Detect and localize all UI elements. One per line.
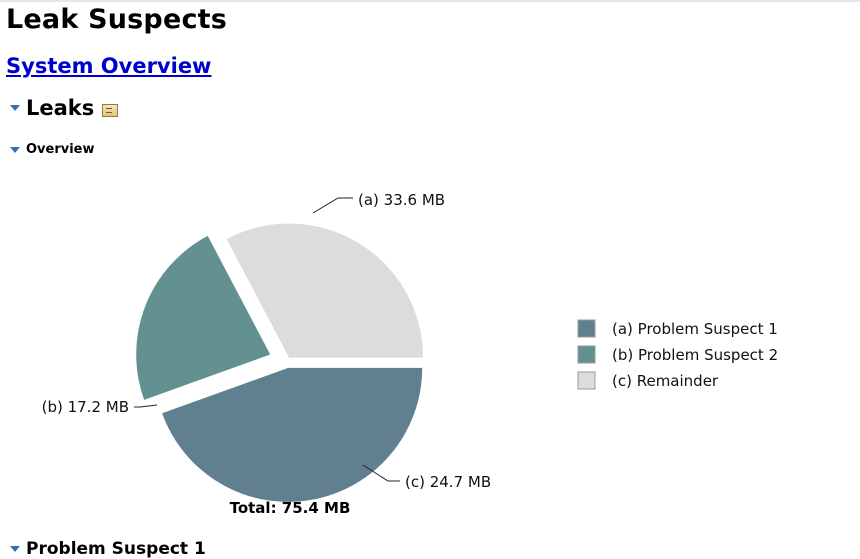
problem-suspect-section-title: Problem Suspect 1 (26, 539, 206, 559)
pie-group: (a) 33.6 MB (b) 17.2 MB (c) 24.7 MB (42, 191, 491, 502)
page-title: Leak Suspects (6, 4, 228, 35)
leaks-section-header[interactable]: Leaks (10, 96, 119, 120)
legend-swatch (577, 345, 596, 364)
pie-slice-c[interactable] (226, 223, 424, 358)
problem-suspect-section-header[interactable]: Problem Suspect 1 (10, 539, 206, 559)
legend-swatch (577, 371, 596, 390)
triangle-down-icon[interactable] (10, 146, 20, 153)
details-icon[interactable] (102, 103, 119, 117)
slice-leader-line (312, 197, 353, 214)
system-overview-link[interactable]: System Overview (6, 54, 212, 78)
triangle-down-icon[interactable] (10, 105, 20, 111)
legend-entry-label: (b) Problem Suspect 2 (612, 346, 778, 364)
slice-data-label: (a) 33.6 MB (358, 191, 445, 209)
slice-data-label: (c) 24.7 MB (405, 473, 491, 491)
slice-leader-line (362, 464, 400, 482)
legend-swatch (577, 319, 596, 338)
legend-entry-label: (a) Problem Suspect 1 (612, 320, 778, 338)
slice-data-label: (b) 17.2 MB (42, 398, 129, 416)
triangle-down-icon[interactable] (10, 546, 20, 552)
slice-leader-line (134, 404, 158, 408)
total-label: Total: 75.4 MB (230, 499, 351, 517)
legend-entry-label: (c) Remainder (612, 372, 719, 390)
overview-section-header[interactable]: Overview (10, 142, 95, 157)
legend: (a) Problem Suspect 1 (b) Problem Suspect… (577, 319, 778, 390)
overview-section-title: Overview (26, 142, 95, 157)
pie-slice-a[interactable] (162, 367, 423, 502)
leaks-section-title: Leaks (26, 96, 95, 120)
pie-slice-b[interactable] (136, 235, 271, 400)
